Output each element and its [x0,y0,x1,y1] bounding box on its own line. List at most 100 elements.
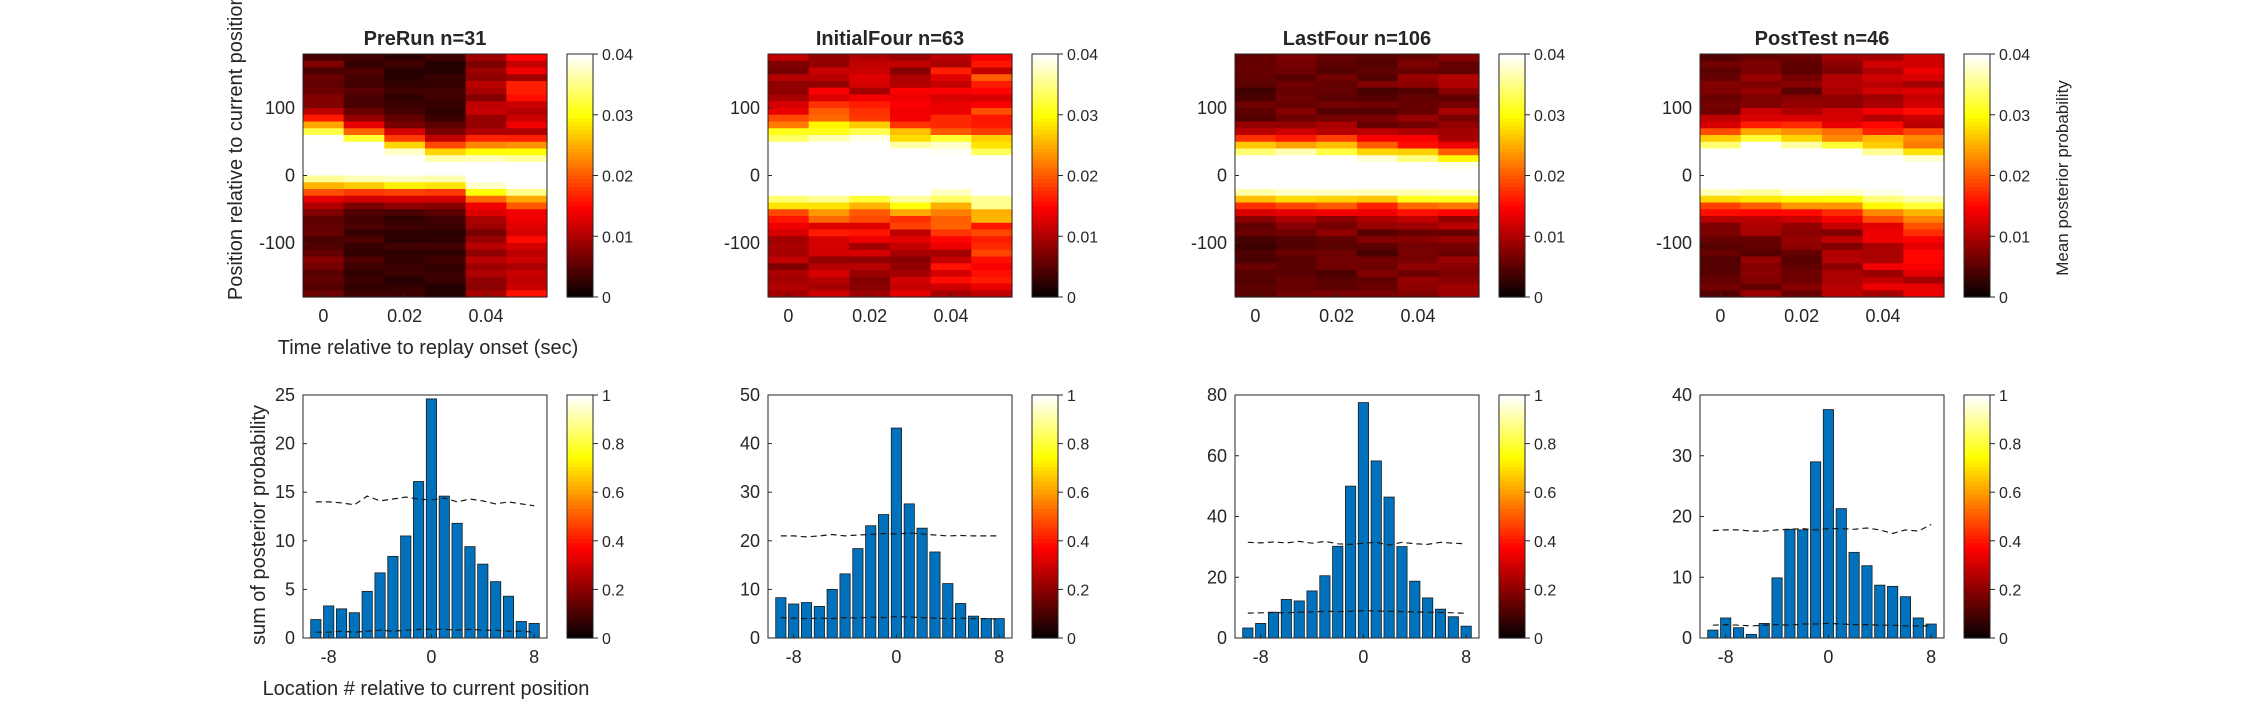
heatmap-cell [849,148,891,156]
heatmap-cell [768,283,810,291]
heatmap-cell [1862,162,1904,170]
colorbar-swatch [1499,470,1525,476]
histogram-bar [1810,461,1822,639]
heatmap-cell [1316,263,1358,271]
heatmap-cell [343,182,385,190]
heatmap-cell [1438,202,1480,210]
heatmap-cell [1235,54,1277,62]
colorbar-swatch [567,543,593,548]
x-tick-label: 0.04 [1400,306,1435,326]
heatmap-cell [890,60,932,69]
histogram-bar [1267,611,1280,639]
heatmap-cell [1740,94,1782,102]
y-tick-label: 40 [740,434,760,454]
heatmap-cell [971,94,1013,102]
heatmap-cell [890,168,932,177]
heatmap-cell [425,162,467,170]
heatmap-cell [1862,141,1904,150]
colorbar-swatch [1964,190,1990,196]
heatmap-cell [849,87,891,96]
colorbar-swatch [1499,603,1525,609]
heatmap-cell [1740,283,1782,291]
colorbar-swatch [567,91,593,97]
colorbar-tick-label: 0.6 [1067,485,1089,502]
heatmap-cell [343,60,385,69]
colorbar-swatch [567,224,593,230]
colorbar-swatch [1032,543,1058,548]
colorbar-swatch [1499,592,1525,597]
y-tick-label: 20 [1672,507,1692,527]
colorbar-swatch [567,160,593,165]
colorbar-swatch [1032,512,1058,518]
heatmap-cell [971,121,1013,129]
heatmap-cell [425,263,467,271]
heatmap-cell [1235,94,1277,102]
heatmap-cell [343,249,385,258]
colorbar-swatch [1964,436,1990,442]
colorbar-tick-label: 0 [1999,631,2008,648]
heatmap-cell [930,67,972,75]
colorbar-swatch [567,65,593,70]
heatmap-cell [1275,249,1317,258]
heatmap-cell [1700,249,1742,258]
colorbar-swatch [567,463,593,468]
heatmap-cell [1275,60,1317,69]
heatmap-cell [1862,54,1904,62]
colorbar-swatch [1032,486,1058,491]
colorbar-swatch [1032,72,1058,78]
heatmap-cell [930,155,972,163]
colorbar-swatch [1964,202,1990,207]
heatmap-cell [808,256,850,264]
heatmap-cell [1862,128,1904,136]
heatmap-cell [808,81,850,89]
colorbar-tick-label: 0.2 [1534,582,1556,599]
heatmap-cell [1438,162,1480,170]
heatmap-cell [768,148,810,156]
colorbar-swatch [1964,467,1990,472]
colorbar-swatch [567,202,593,207]
colorbar-swatch [1964,171,1990,177]
heatmap-cell [1740,162,1782,170]
heatmap-cell [808,209,850,217]
y-tick-label: 10 [1672,567,1692,587]
heatmap-cell [1275,54,1317,62]
heatmap-cell [849,168,891,177]
colorbar-swatch [1032,539,1058,544]
heatmap-cell [1700,155,1742,163]
colorbar-swatch [1964,205,1990,211]
heatmap-cell [1700,67,1742,75]
heatmap-cell [343,148,385,156]
colorbar-swatch [1499,133,1525,139]
colorbar-swatch [1032,247,1058,253]
heatmap-cell [1740,135,1782,143]
colorbar-swatch [1032,584,1058,590]
panel-title: InitialFour n=63 [816,28,964,50]
heatmap-cell [808,270,850,278]
heatmap-cell [1357,195,1399,204]
colorbar-swatch [1032,429,1058,434]
heatmap-cell [1235,189,1277,197]
colorbar-swatch [567,467,593,472]
heatmap-cell [890,67,932,75]
heatmap-cell [1438,60,1480,69]
heatmap-cell [384,141,426,150]
heatmap-cell [1275,155,1317,163]
heatmap-cell [465,276,507,285]
heatmap-cell [768,128,810,136]
heatmap-cell [1397,162,1439,170]
colorbar-swatch [1964,626,1990,632]
colorbar-swatch [1964,463,1990,468]
heatmap-cell [1397,87,1439,96]
heatmap-cell [343,141,385,150]
heatmap-cell [425,283,467,291]
histogram-bar [890,427,902,639]
heatmap-cell [425,270,467,278]
heatmap-cell [1397,108,1439,116]
colorbar-swatch [1499,611,1525,616]
colorbar-swatch [1032,167,1058,173]
heatmap-cell [1740,87,1782,96]
colorbar-tick-label: 0.03 [1999,108,2030,125]
heatmap-cell [808,108,850,116]
colorbar-swatch [567,255,593,260]
heatmap-cell [1903,256,1945,264]
